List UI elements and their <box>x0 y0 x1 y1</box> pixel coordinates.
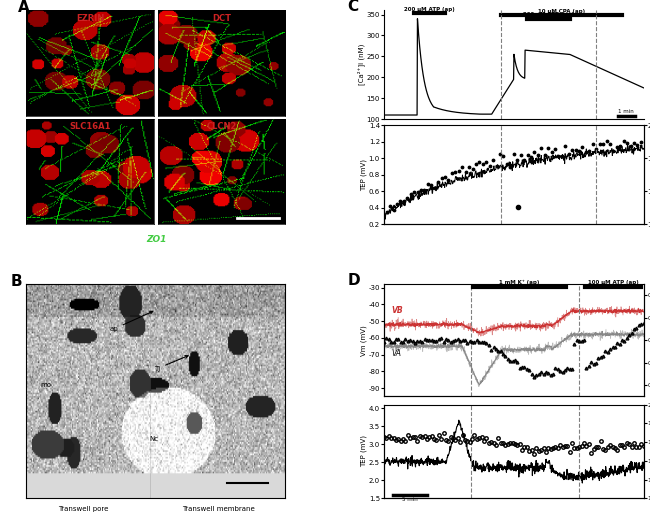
Text: VA: VA <box>392 349 402 358</box>
Text: 1 min: 1 min <box>618 109 634 114</box>
Text: D: D <box>348 273 360 288</box>
Text: CLCN2: CLCN2 <box>206 122 237 131</box>
Text: SLC16A1: SLC16A1 <box>69 122 110 131</box>
Text: 5 min: 5 min <box>402 497 418 502</box>
Y-axis label: TEP (mV): TEP (mV) <box>361 435 367 468</box>
Text: Nc: Nc <box>150 436 159 443</box>
Text: A: A <box>18 0 30 15</box>
Y-axis label: Vm (mV): Vm (mV) <box>361 325 367 356</box>
Text: EZRIN: EZRIN <box>76 13 104 22</box>
Text: Tj: Tj <box>154 356 188 372</box>
Text: ap: ap <box>109 311 153 332</box>
Text: C: C <box>348 0 359 15</box>
Text: 100 μM ATP (ap): 100 μM ATP (ap) <box>588 280 638 285</box>
Text: DCT: DCT <box>212 13 231 22</box>
Text: 1 mM K⁺ (ap): 1 mM K⁺ (ap) <box>499 280 540 285</box>
Y-axis label: TEP (mV): TEP (mV) <box>361 159 367 191</box>
Text: 200 μM ATP (ap): 200 μM ATP (ap) <box>523 12 574 18</box>
Text: ZO1: ZO1 <box>146 235 166 244</box>
Text: B: B <box>10 274 22 289</box>
Text: 10 μM CPA (ap): 10 μM CPA (ap) <box>538 9 585 14</box>
Y-axis label: [Ca²⁺]i (nM): [Ca²⁺]i (nM) <box>358 44 365 86</box>
Text: mo: mo <box>41 382 52 388</box>
Text: Transwell pore: Transwell pore <box>58 506 109 512</box>
Text: 200 μM ATP (ap): 200 μM ATP (ap) <box>404 7 455 12</box>
Text: Transwell membrane: Transwell membrane <box>181 506 254 512</box>
Text: VB: VB <box>392 306 404 316</box>
